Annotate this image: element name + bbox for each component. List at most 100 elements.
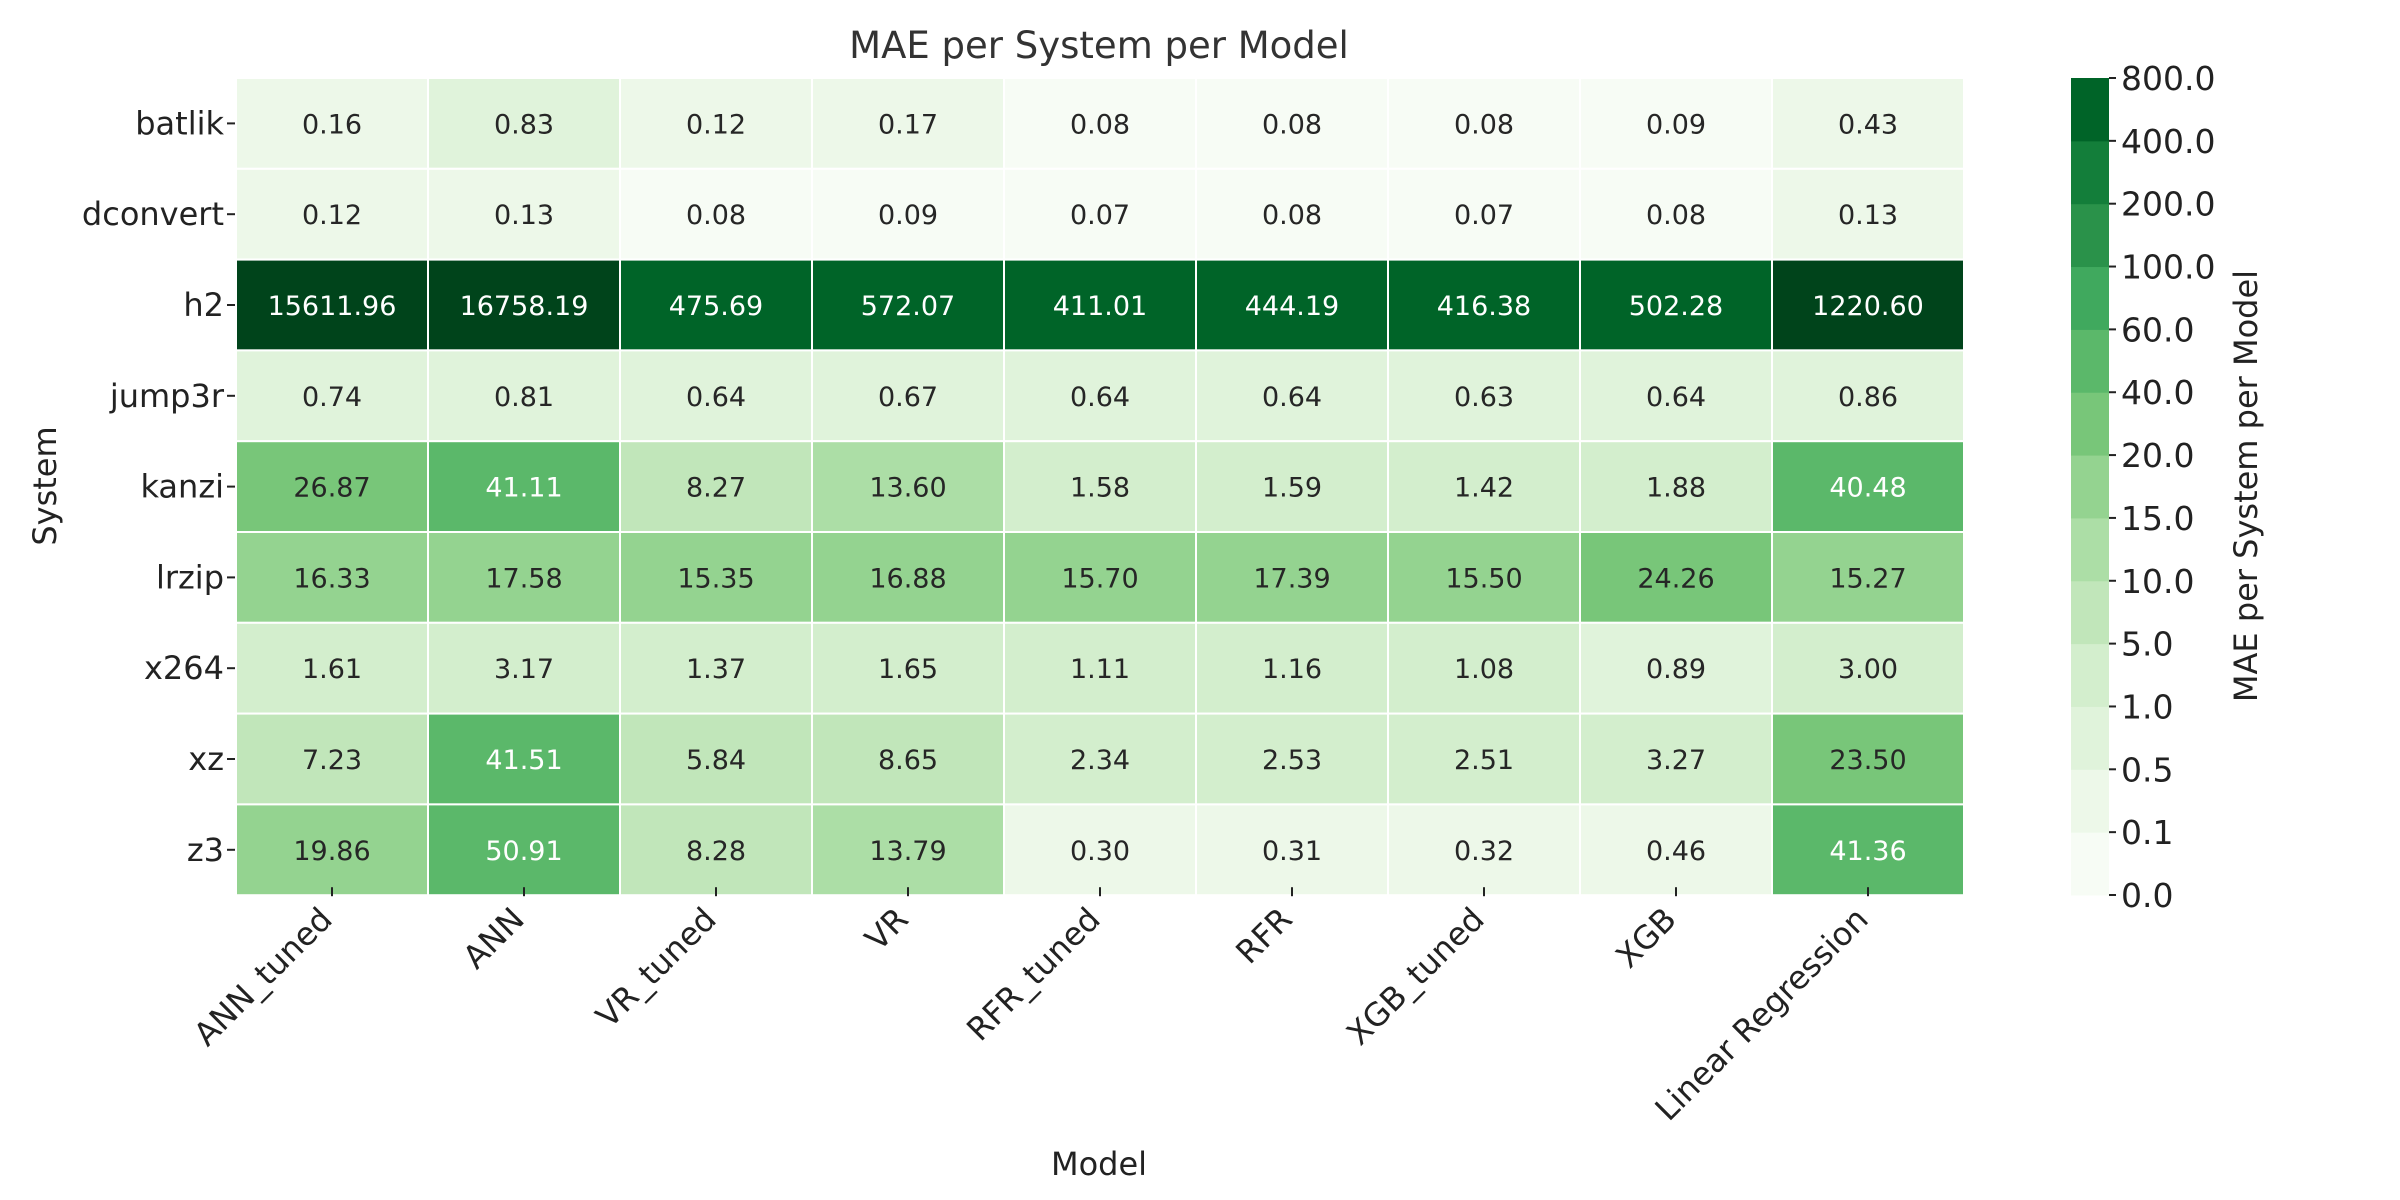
colorbar-tick-label: 800.0 bbox=[2121, 59, 2215, 98]
heatmap-cell bbox=[1195, 531, 1389, 624]
cell-value-label: 0.08 bbox=[1262, 109, 1322, 140]
cell-value-label: 19.86 bbox=[293, 836, 370, 867]
cell-value-label: 1.11 bbox=[1070, 654, 1130, 685]
cell-value-label: 0.64 bbox=[1070, 382, 1130, 413]
cell-value-label: 8.27 bbox=[686, 473, 746, 504]
heatmap-cell bbox=[1003, 803, 1197, 897]
cell-value-label: 41.51 bbox=[485, 745, 562, 776]
heatmap-cell bbox=[1771, 531, 1965, 624]
cell-value-label: 0.30 bbox=[1070, 836, 1130, 867]
colorbar-label: MAE per System per Model bbox=[2227, 270, 2265, 702]
heatmap-cell bbox=[619, 803, 813, 897]
heatmap-cell bbox=[1771, 349, 1965, 443]
x-tick-label: VR_tuned bbox=[588, 900, 723, 1035]
heatmap-cell bbox=[619, 712, 813, 806]
cell-value-label: 0.74 bbox=[302, 382, 362, 413]
colorbar-band bbox=[2071, 203, 2109, 268]
cell-value-label: 0.32 bbox=[1454, 836, 1514, 867]
heatmap-cell bbox=[619, 167, 813, 261]
cell-value-label: 2.34 bbox=[1070, 745, 1130, 776]
cell-value-label: 0.12 bbox=[686, 109, 746, 140]
cell-value-label: 0.64 bbox=[686, 382, 746, 413]
colorbar bbox=[2071, 78, 2109, 896]
cell-value-label: 24.26 bbox=[1637, 563, 1714, 594]
y-tick-label: z3 bbox=[187, 831, 224, 869]
colorbar-band bbox=[2071, 643, 2109, 707]
cell-value-label: 40.48 bbox=[1829, 473, 1906, 504]
cell-value-label: 26.87 bbox=[293, 473, 370, 504]
heatmap-cell bbox=[1003, 531, 1197, 624]
heatmap-cell bbox=[427, 621, 621, 715]
y-tick-label: dconvert bbox=[82, 195, 224, 233]
heatmap-cell bbox=[235, 712, 429, 806]
cell-value-label: 1.65 bbox=[878, 654, 938, 685]
heatmap-cell bbox=[235, 167, 429, 261]
heatmap-cell bbox=[1387, 621, 1581, 715]
heatmap-cell bbox=[1003, 167, 1197, 261]
x-tick-label: ANN bbox=[455, 900, 531, 976]
cell-value-label: 50.91 bbox=[485, 836, 562, 867]
colorbar-band bbox=[2071, 832, 2109, 896]
cell-value-label: 0.31 bbox=[1262, 836, 1322, 867]
cell-value-label: 0.46 bbox=[1646, 836, 1706, 867]
y-tick-label: kanzi bbox=[140, 468, 224, 506]
heatmap-cell bbox=[427, 803, 621, 897]
heatmap-cell bbox=[1771, 712, 1965, 806]
chart-title: MAE per System per Model bbox=[849, 24, 1349, 67]
cell-value-label: 1.16 bbox=[1262, 654, 1322, 685]
heatmap-cell bbox=[235, 531, 429, 624]
colorbar-band bbox=[2071, 706, 2109, 770]
heatmap-cell bbox=[1771, 258, 1965, 352]
cell-value-label: 16.88 bbox=[869, 563, 946, 594]
colorbar-ticks: 0.0 0.1 0.5 1.0 5.0 10.0 15.0 20.0 40.0 60.0 100.0… bbox=[2109, 59, 2215, 915]
cell-value-label: 15.70 bbox=[1061, 563, 1138, 594]
heatmap-cell bbox=[235, 258, 429, 352]
cell-value-label: 0.89 bbox=[1646, 654, 1706, 685]
cell-value-label: 444.19 bbox=[1245, 291, 1339, 322]
x-tick-label: RFR_tuned bbox=[959, 900, 1107, 1048]
cell-value-label: 5.84 bbox=[686, 745, 746, 776]
cell-value-label: 0.13 bbox=[1838, 200, 1898, 231]
colorbar-tick-label: 20.0 bbox=[2121, 436, 2194, 475]
cell-value-label: 0.43 bbox=[1838, 109, 1898, 140]
cell-value-label: 0.13 bbox=[494, 200, 554, 231]
heatmap-cell bbox=[1387, 258, 1581, 352]
cell-value-label: 416.38 bbox=[1437, 291, 1531, 322]
heatmap-cell bbox=[1579, 167, 1773, 261]
colorbar-tick-label: 10.0 bbox=[2121, 562, 2194, 601]
cell-value-label: 23.50 bbox=[1829, 745, 1906, 776]
cell-value-label: 0.08 bbox=[686, 200, 746, 231]
heatmap-cell bbox=[811, 349, 1005, 443]
heatmap-cell bbox=[1387, 440, 1581, 534]
cell-value-label: 15.50 bbox=[1445, 563, 1522, 594]
colorbar-tick-label: 5.0 bbox=[2121, 625, 2173, 664]
cell-value-label: 2.51 bbox=[1454, 745, 1514, 776]
cell-value-label: 3.17 bbox=[494, 654, 554, 685]
cell-value-label: 8.28 bbox=[686, 836, 746, 867]
cell-value-label: 0.08 bbox=[1454, 109, 1514, 140]
cell-value-label: 3.00 bbox=[1838, 654, 1898, 685]
cell-value-label: 0.86 bbox=[1838, 382, 1898, 413]
heatmap-cell bbox=[427, 531, 621, 624]
heatmap-cell bbox=[619, 531, 813, 624]
cell-value-label: 1.42 bbox=[1454, 473, 1514, 504]
heatmap-cell bbox=[811, 531, 1005, 624]
heatmap-cell bbox=[235, 621, 429, 715]
x-axis-ticks: ANN_tuned ANN VR_tuned VR RFR_tuned RFR XGB_tu… bbox=[186, 887, 1876, 1128]
heatmap-cell bbox=[619, 440, 813, 534]
colorbar-tick-label: 200.0 bbox=[2121, 185, 2215, 224]
heatmap-cell bbox=[619, 258, 813, 352]
heatmap-grid: 0.16 0.83 0.12 0.17 0.08 0.08 0.08 0.09 0.43 0.12… bbox=[235, 77, 1965, 897]
heatmap-cell bbox=[1387, 167, 1581, 261]
heatmap-cell bbox=[1195, 712, 1389, 806]
heatmap-cell bbox=[811, 712, 1005, 806]
cell-value-label: 0.08 bbox=[1070, 109, 1130, 140]
cell-value-label: 16.33 bbox=[293, 563, 370, 594]
colorbar-tick-label: 100.0 bbox=[2121, 248, 2215, 287]
heatmap-cell bbox=[1579, 531, 1773, 624]
cell-value-label: 2.53 bbox=[1262, 745, 1322, 776]
colorbar-band bbox=[2071, 517, 2109, 582]
heatmap-cell bbox=[1771, 440, 1965, 534]
cell-value-label: 502.28 bbox=[1629, 291, 1723, 322]
colorbar-tick-label: 400.0 bbox=[2121, 122, 2215, 161]
